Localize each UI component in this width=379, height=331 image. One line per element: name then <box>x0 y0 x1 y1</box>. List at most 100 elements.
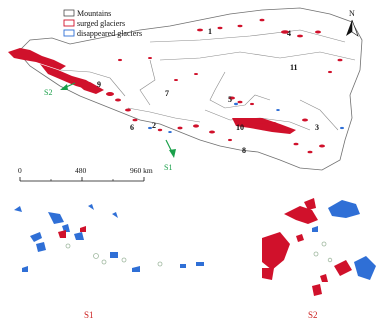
s1-glacier <box>62 224 70 232</box>
s1-pointer-label: S1 <box>164 163 172 172</box>
s2-glacier <box>312 226 318 232</box>
disappeared-glacier <box>340 126 344 130</box>
surged-glacier <box>174 79 178 81</box>
s1-glacier <box>36 242 46 252</box>
legend-label-surged: surged glaciers <box>77 19 125 28</box>
region-label: 6 <box>130 123 134 132</box>
region-label: 1 <box>208 27 212 36</box>
s2-glacier <box>262 232 290 270</box>
disappeared-glaciers <box>148 102 344 133</box>
s2-glacier <box>320 274 328 282</box>
surged-glacier <box>259 18 265 22</box>
inset-pointers: S2 S1 <box>44 82 176 172</box>
s1-glacier <box>74 232 84 240</box>
surged-glacier <box>237 24 243 28</box>
region-label: 11 <box>290 63 298 72</box>
north-arrow: N <box>346 9 359 37</box>
surged-glacier <box>315 30 321 34</box>
legend-swatch-surged <box>63 19 75 27</box>
boundary-line <box>139 59 156 106</box>
s2-glacier <box>262 268 274 280</box>
north-arrow-right-half <box>351 19 359 37</box>
s1-faint-glacier <box>121 257 127 263</box>
scale-tick-0: 0 <box>18 166 22 175</box>
legend-swatch-disappeared <box>63 29 75 37</box>
s1-glacier <box>196 262 204 266</box>
s1-glacier <box>112 212 118 218</box>
s1-faint-glacier <box>101 259 107 265</box>
s1-surged-glaciers <box>58 226 86 238</box>
north-label: N <box>349 9 355 18</box>
s1-arrowhead <box>169 149 176 158</box>
region-label: 2 <box>152 121 156 130</box>
s1-glacier <box>48 212 64 224</box>
surged-glacier-cluster <box>72 80 104 94</box>
region-label: 10 <box>236 123 244 132</box>
disappeared-glacier <box>234 102 238 106</box>
s2-glacier <box>334 260 352 276</box>
region-label: 9 <box>97 80 101 89</box>
surged-glacier <box>132 118 138 122</box>
boundary-line <box>149 29 346 43</box>
s1-glacier <box>110 252 118 258</box>
surged-glacier <box>118 58 122 62</box>
region-label: 8 <box>242 146 246 155</box>
s2-caption: S2 <box>308 310 318 320</box>
s1-faint-glacier <box>157 261 163 267</box>
s1-faint-glacier <box>65 243 71 249</box>
surged-glacier <box>237 100 243 104</box>
s1-glacier <box>30 232 42 242</box>
surged-glacier-cluster <box>255 122 286 132</box>
s1-glacier <box>132 266 140 272</box>
legend-swatch-mountains <box>63 9 75 17</box>
surged-glacier <box>307 150 313 154</box>
s1-glacier <box>88 204 94 210</box>
surged-glacier <box>229 96 235 100</box>
surged-glacier <box>115 98 121 102</box>
boundary-line <box>159 51 356 61</box>
s2-arrowhead <box>60 84 68 90</box>
s2-faint-glacier <box>321 241 327 247</box>
s1-faint-glaciers <box>65 243 163 267</box>
s1-glacier <box>58 230 66 238</box>
s1-glacier <box>14 206 22 212</box>
surged-glacier <box>337 58 343 62</box>
surged-glacier <box>148 57 152 59</box>
inset-s1: S1 <box>14 204 204 320</box>
surged-glacier <box>328 70 332 74</box>
s1-glacier <box>22 266 28 272</box>
s1-disappeared-glaciers <box>14 204 204 272</box>
main-map: 1 5 4 11 7 9 6 2 10 3 8 S2 S1 Mountains … <box>8 7 363 182</box>
boundary-line <box>299 99 339 131</box>
s2-glacier <box>354 256 376 280</box>
s2-glacier <box>328 200 360 218</box>
surged-glacier <box>281 30 289 34</box>
s2-glacier <box>284 206 318 224</box>
surged-glacier <box>319 144 325 148</box>
s2-glacier <box>296 234 304 242</box>
s1-glacier <box>80 226 86 232</box>
disappeared-glacier <box>276 109 280 111</box>
s2-glacier <box>312 284 322 296</box>
s2-faint-glaciers <box>313 241 333 263</box>
surged-glacier <box>106 92 114 96</box>
surged-glacier <box>297 34 303 38</box>
surged-glacier <box>157 128 163 132</box>
s2-faint-glacier <box>313 251 319 257</box>
surged-glaciers <box>8 18 343 154</box>
mountain-boundaries <box>59 29 356 131</box>
s2-faint-glacier <box>327 257 333 263</box>
surged-glacier <box>193 124 199 128</box>
surged-glacier <box>217 26 223 30</box>
region-label: 3 <box>315 123 319 132</box>
north-arrow-left-half <box>346 20 352 36</box>
legend-label-disappeared: disappeared glaciers <box>77 29 142 38</box>
legend-label-mountains: Mountains <box>77 9 111 18</box>
legend: Mountains surged glaciers disappeared gl… <box>63 9 142 38</box>
surged-glacier <box>197 28 203 32</box>
surged-glacier <box>293 142 299 146</box>
region-label: 5 <box>228 95 232 104</box>
region-labels: 1 5 4 11 7 9 6 2 10 3 8 <box>97 27 319 155</box>
surged-glacier <box>194 73 198 75</box>
